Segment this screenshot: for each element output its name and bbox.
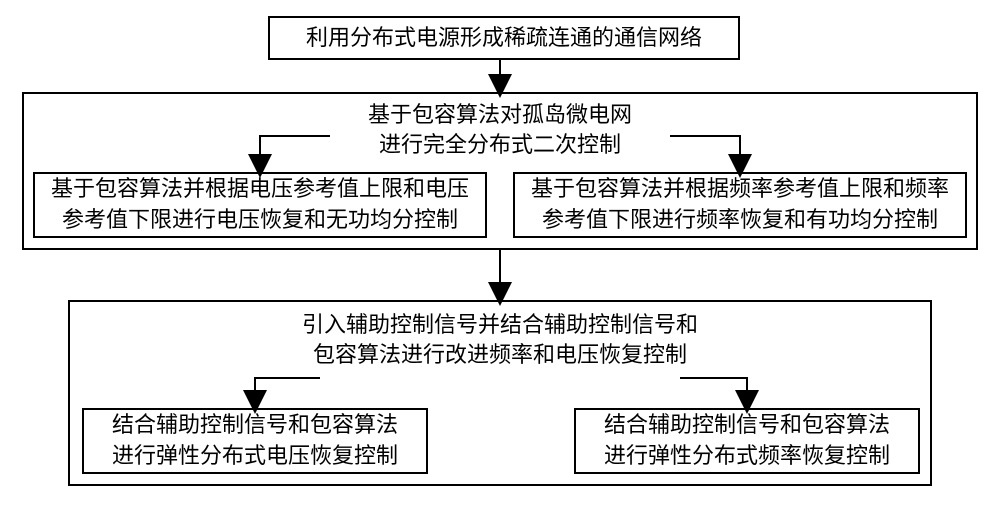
group2-left-text: 结合辅助控制信号和包容算法 进行弹性分布式电压恢复控制 bbox=[112, 410, 398, 472]
group2-right-node: 结合辅助控制信号和包容算法 进行弹性分布式频率恢复控制 bbox=[574, 408, 920, 474]
flowchart-canvas: 利用分布式电源形成稀疏连通的通信网络 基于包容算法对孤岛微电网 进行完全分布式二… bbox=[0, 0, 1000, 528]
group2-title: 引入辅助控制信号并结合辅助控制信号和 包容算法进行改进频率和电压恢复控制 bbox=[70, 310, 930, 369]
node-top-text: 利用分布式电源形成稀疏连通的通信网络 bbox=[306, 23, 702, 54]
node-top: 利用分布式电源形成稀疏连通的通信网络 bbox=[268, 16, 740, 60]
group2-right-text: 结合辅助控制信号和包容算法 进行弹性分布式频率恢复控制 bbox=[604, 410, 890, 472]
group1-left-text: 基于包容算法并根据电压参考值上限和电压 参考值下限进行电压恢复和无功均分控制 bbox=[51, 174, 469, 236]
group1-title: 基于包容算法对孤岛微电网 进行完全分布式二次控制 bbox=[24, 100, 976, 159]
group2-title-text: 引入辅助控制信号并结合辅助控制信号和 包容算法进行改进频率和电压恢复控制 bbox=[302, 312, 698, 367]
group1-right-text: 基于包容算法并根据频率参考值上限和频率 参考值下限进行频率恢复和有功均分控制 bbox=[531, 174, 949, 236]
group2-left-node: 结合辅助控制信号和包容算法 进行弹性分布式电压恢复控制 bbox=[82, 408, 428, 474]
group1-right-node: 基于包容算法并根据频率参考值上限和频率 参考值下限进行频率恢复和有功均分控制 bbox=[513, 172, 967, 238]
group1-left-node: 基于包容算法并根据电压参考值上限和电压 参考值下限进行电压恢复和无功均分控制 bbox=[33, 172, 487, 238]
group1-title-text: 基于包容算法对孤岛微电网 进行完全分布式二次控制 bbox=[368, 102, 632, 157]
